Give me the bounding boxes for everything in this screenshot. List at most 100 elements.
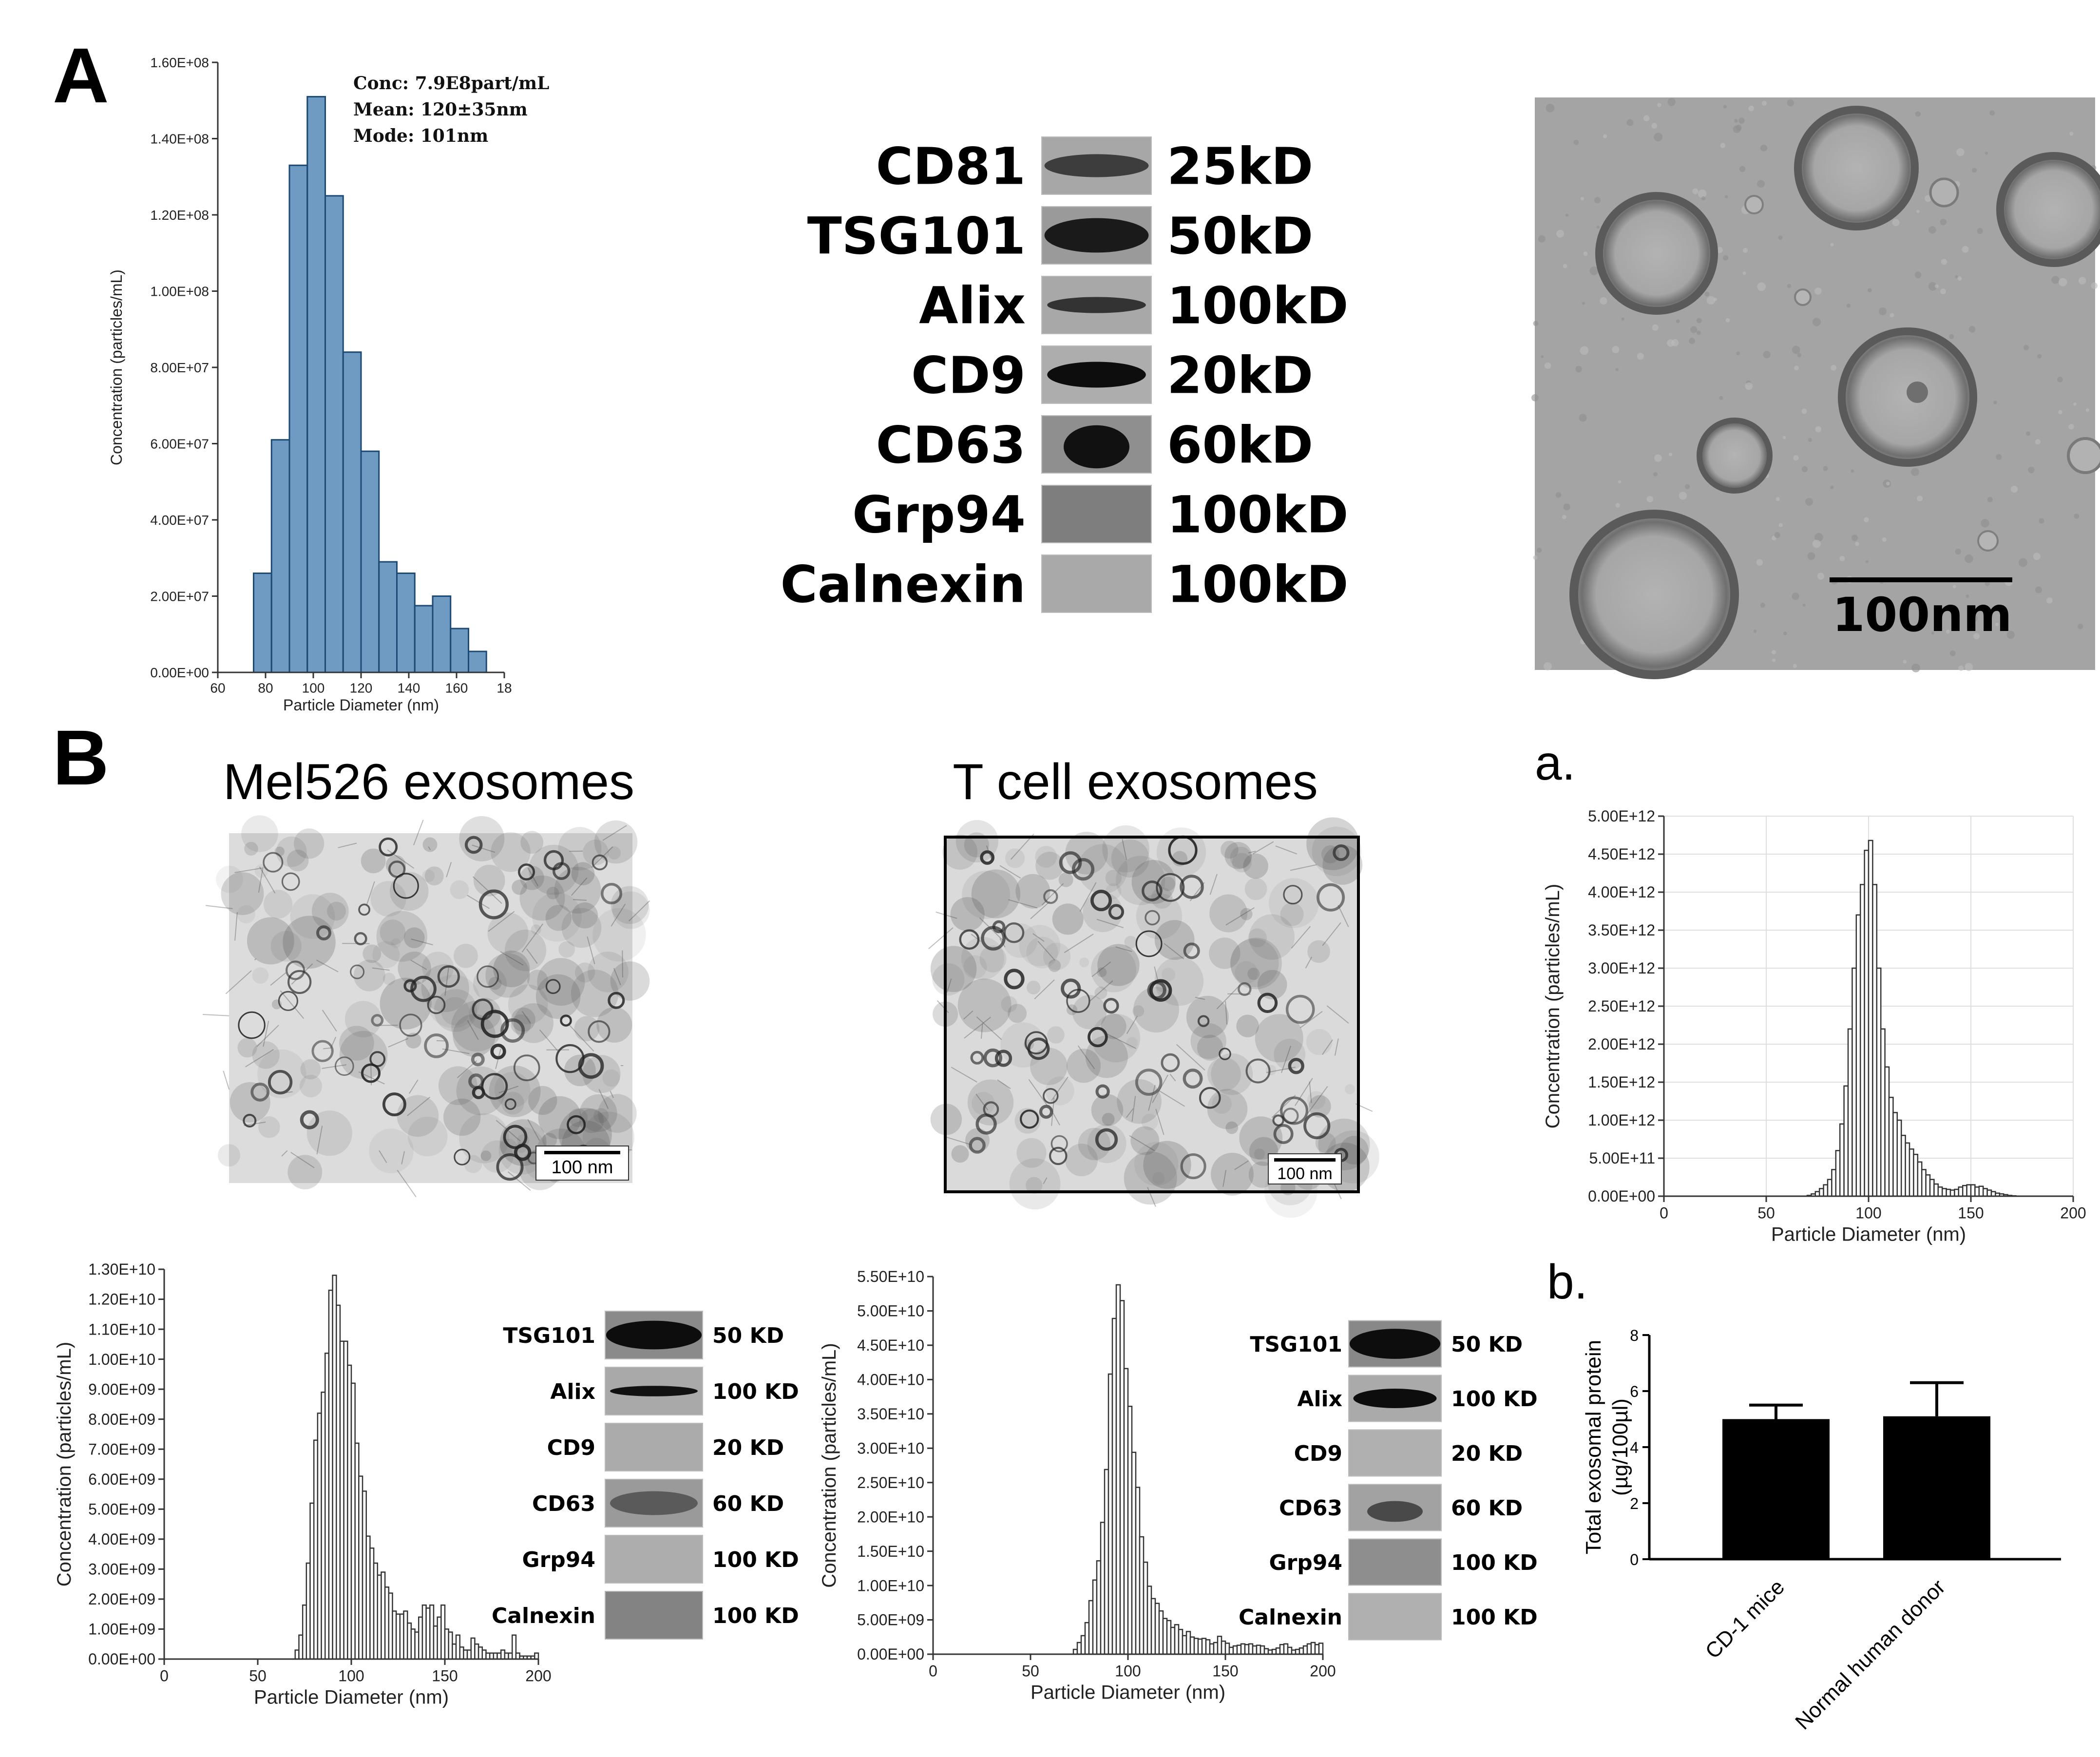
exosome (369, 1051, 386, 1068)
tem-texture (930, 946, 977, 992)
exosome (1039, 1105, 1053, 1119)
exosome (1317, 883, 1345, 912)
tem-texture (588, 951, 629, 993)
tem-texture (1265, 1065, 1277, 1075)
tem-texture (205, 905, 233, 909)
exosome (1049, 1146, 1068, 1165)
histogram-bar (325, 195, 344, 673)
tem-texture (2073, 402, 2077, 406)
tem-texture (1643, 115, 1650, 121)
exosome (1183, 1069, 1203, 1089)
tem-texture (1742, 271, 1746, 275)
exosome (513, 1054, 540, 1081)
tem-texture (2028, 466, 2035, 474)
histogram-bar (1962, 1184, 1967, 1197)
tem-texture (1615, 503, 1620, 508)
tem-texture (1230, 938, 1279, 988)
y-tick-label: 2.00E+10 (857, 1508, 924, 1526)
tem-texture (1676, 319, 1680, 324)
exosome (504, 1098, 516, 1110)
tem-texture (456, 1066, 505, 1115)
tem-texture (1312, 826, 1362, 877)
exosome (1285, 994, 1315, 1024)
y-tick-label: 4.00E+07 (150, 513, 209, 528)
tem-texture (1026, 1177, 1043, 1194)
y-tick-label: 8.00E+09 (88, 1411, 155, 1428)
tem-texture (281, 1150, 288, 1157)
exosome (1061, 978, 1081, 999)
tem-texture (1600, 297, 1607, 305)
tem-texture (491, 832, 531, 872)
tem-texture (999, 865, 1021, 879)
western-blot-mel526: TSG101 50 KD Alix 100 KD CD9 20 KD CD63 60 KD Gr… (492, 1311, 799, 1640)
tem-texture (1322, 845, 1363, 885)
exosome (334, 1056, 354, 1076)
tem-texture (1344, 1084, 1355, 1094)
y-tick-label: 0 (1630, 1551, 1639, 1568)
exosome (278, 991, 299, 1012)
exosome (496, 1153, 524, 1181)
tem-texture (1989, 110, 1995, 116)
tem-texture (1097, 944, 1140, 986)
tem-texture (221, 872, 264, 915)
tem-texture (322, 1010, 337, 1032)
histogram-bar (1896, 1119, 1902, 1197)
tem-texture (1589, 266, 1599, 275)
tem-texture (1105, 870, 1122, 886)
scale-bar (544, 1151, 620, 1154)
tem-texture (1966, 594, 1969, 598)
x-axis-label: Particle Diameter (nm) (254, 1687, 449, 1708)
tem-texture (1787, 99, 1794, 107)
tem-texture (1148, 1085, 1156, 1111)
tem-texture (487, 912, 529, 954)
x-tick-label: 50 (249, 1667, 267, 1685)
blot-size-label: 100kD (1167, 554, 1349, 614)
tcell-title: T cell exosomes (953, 754, 1317, 810)
exosome (588, 1020, 611, 1043)
tem-texture (2046, 597, 2053, 604)
tem-texture (1216, 985, 1241, 1010)
blot-size-label: 20 KD (1451, 1441, 1523, 1466)
tem-texture (1209, 894, 1248, 933)
exosome (477, 965, 499, 988)
tem-texture (434, 989, 477, 1032)
tem-texture (283, 916, 336, 969)
x-tick-label: 0 (160, 1667, 169, 1685)
tem-texture (1801, 466, 1808, 473)
tem-texture (628, 900, 650, 922)
blot-size-label: 60 KD (712, 1491, 784, 1516)
tem-texture (1546, 103, 1555, 113)
tem-texture (1544, 662, 1552, 670)
tem-texture (2035, 586, 2042, 593)
exosome (981, 926, 1006, 951)
exosome (1273, 1124, 1294, 1144)
tem-texture (1209, 937, 1241, 969)
histogram-bar (253, 573, 272, 673)
tem-texture (1865, 560, 1869, 563)
tem-texture (1734, 119, 1738, 123)
y-tick-label: 4.00E+10 (857, 1371, 924, 1389)
exosome (500, 1018, 525, 1043)
tem-texture (1197, 1034, 1223, 1061)
histogram-bar (1872, 884, 1878, 1197)
exosome (545, 979, 561, 994)
blot-size-label: 100kD (1167, 276, 1349, 335)
exosome (1066, 989, 1090, 1013)
blot-band (606, 1320, 702, 1350)
tem-texture (280, 990, 305, 1019)
tem-texture (370, 881, 406, 917)
tem-texture (1254, 1148, 1265, 1160)
exosome (1135, 930, 1163, 957)
tem-texture (1774, 532, 1780, 538)
tem-texture (327, 901, 346, 921)
tem-texture (216, 865, 243, 893)
tem-texture (291, 963, 313, 985)
exosome (1020, 1109, 1039, 1129)
tem-texture (1878, 307, 1887, 316)
tem-texture (1855, 542, 1859, 546)
tem-texture (1792, 345, 1800, 354)
y-tick-label: 1.00E+10 (857, 1577, 924, 1594)
tem-texture (1556, 229, 1565, 238)
tem-texture (1653, 472, 1658, 477)
